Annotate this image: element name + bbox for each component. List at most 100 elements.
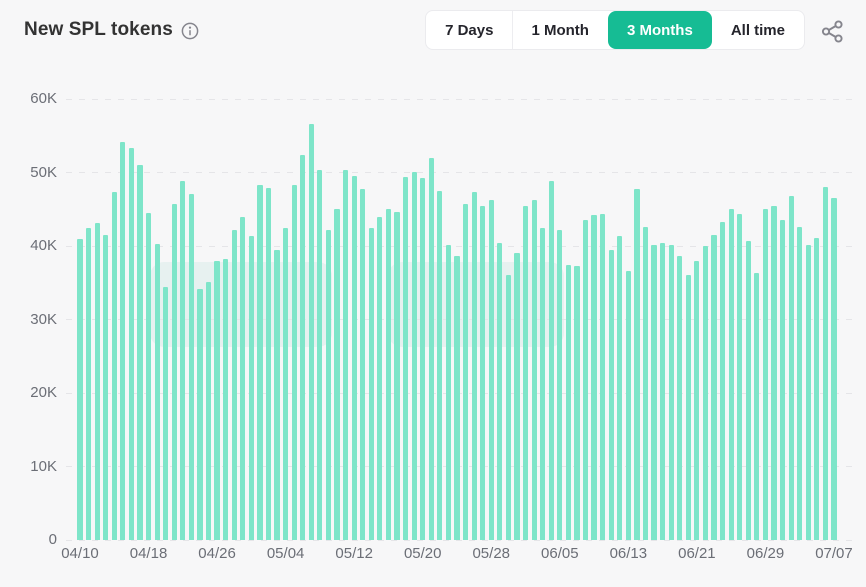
bar-04/21[interactable] <box>171 204 177 540</box>
bar-04/19[interactable] <box>154 243 160 540</box>
bar-04/24[interactable] <box>197 289 203 540</box>
bar-06/14[interactable] <box>634 188 640 540</box>
bar-04/18[interactable] <box>145 212 152 540</box>
bar-05/24[interactable] <box>454 255 460 540</box>
bar-07/05[interactable] <box>814 237 820 540</box>
bar-04/26[interactable] <box>214 260 220 540</box>
bar-07/03[interactable] <box>797 226 803 540</box>
bar-04/30[interactable] <box>248 236 254 540</box>
share-nodes-icon[interactable] <box>818 17 846 45</box>
bar-04/11[interactable] <box>85 227 92 540</box>
bar-07/06[interactable] <box>822 186 828 540</box>
bar-05/07[interactable] <box>308 124 314 540</box>
bar-04/22[interactable] <box>180 181 186 540</box>
bar-06/20[interactable] <box>685 274 691 540</box>
bar-05/30[interactable] <box>505 275 511 540</box>
bar-06/28[interactable] <box>754 272 760 540</box>
bar-06/26[interactable] <box>737 213 743 540</box>
bar-05/09[interactable] <box>325 229 332 540</box>
bar-05/28[interactable] <box>488 199 494 540</box>
bar-05/27[interactable] <box>480 206 486 540</box>
bar-06/15[interactable] <box>642 226 649 540</box>
bar-06/01[interactable] <box>522 206 529 540</box>
bar-06/10[interactable] <box>600 213 606 540</box>
bar-05/01[interactable] <box>257 185 263 540</box>
bar-05/18[interactable] <box>402 176 409 540</box>
bar-06/11[interactable] <box>608 249 614 540</box>
bar-06/27[interactable] <box>745 240 751 540</box>
bar-04/16[interactable] <box>128 148 134 540</box>
bar-05/10[interactable] <box>334 208 340 540</box>
bar-05/17[interactable] <box>394 211 400 540</box>
bar-06/02[interactable] <box>531 200 537 540</box>
bar-06/09[interactable] <box>591 215 597 540</box>
x-axis-tick: 04/26 <box>198 545 236 562</box>
bar-04/10[interactable] <box>77 238 83 540</box>
bar-05/31[interactable] <box>514 253 520 540</box>
bar-06/17[interactable] <box>660 243 666 540</box>
bar-05/03[interactable] <box>274 249 280 540</box>
bar-05/12[interactable] <box>351 176 357 540</box>
bar-05/13[interactable] <box>360 189 366 540</box>
time-range-all-time[interactable]: All time <box>712 11 804 49</box>
bar-04/17[interactable] <box>137 165 143 540</box>
bar-06/19[interactable] <box>677 255 683 540</box>
bar-05/06[interactable] <box>300 154 306 540</box>
bar-06/07[interactable] <box>574 265 580 540</box>
bar-05/29[interactable] <box>497 243 503 540</box>
bar-06/30[interactable] <box>771 206 777 540</box>
bar-06/24[interactable] <box>720 221 726 540</box>
time-range-7-days[interactable]: 7 Days <box>426 11 512 49</box>
bar-06/16[interactable] <box>651 245 657 540</box>
x-axis-tick: 05/12 <box>335 545 373 562</box>
bar-06/06[interactable] <box>565 265 571 540</box>
bar-04/25[interactable] <box>205 282 212 540</box>
bar-06/18[interactable] <box>668 244 674 540</box>
bar-05/14[interactable] <box>368 228 374 540</box>
bar-04/28[interactable] <box>231 229 237 540</box>
bar-06/08[interactable] <box>582 220 589 540</box>
time-range-1-month[interactable]: 1 Month <box>512 11 608 49</box>
bar-06/03[interactable] <box>540 227 546 540</box>
bar-05/25[interactable] <box>462 204 469 540</box>
bar-05/26[interactable] <box>471 191 477 540</box>
bar-07/07[interactable] <box>831 197 837 540</box>
x-axis-tick: 06/29 <box>746 545 785 562</box>
bar-04/20[interactable] <box>163 287 169 540</box>
bar-05/04[interactable] <box>283 227 289 540</box>
bar-05/11[interactable] <box>343 170 349 540</box>
info-circle-icon[interactable] <box>181 22 199 40</box>
bar-07/04[interactable] <box>805 245 811 540</box>
bar-04/13[interactable] <box>103 235 109 540</box>
bar-06/05[interactable] <box>557 229 563 540</box>
bar-06/29[interactable] <box>762 208 769 540</box>
time-range-3-months[interactable]: 3 Months <box>607 11 712 49</box>
bar-04/15[interactable] <box>120 142 126 540</box>
bar-04/27[interactable] <box>223 259 229 540</box>
bar-05/08[interactable] <box>317 170 323 540</box>
bar-05/16[interactable] <box>385 209 392 540</box>
bar-05/15[interactable] <box>377 216 383 540</box>
bar-04/14[interactable] <box>111 191 117 540</box>
bar-06/04[interactable] <box>548 181 554 540</box>
gridline-40K <box>66 245 853 247</box>
bar-07/01[interactable] <box>779 220 786 540</box>
bar-05/20[interactable] <box>420 178 426 540</box>
bar-06/13[interactable] <box>625 271 631 540</box>
bar-06/22[interactable] <box>702 246 709 540</box>
bar-05/23[interactable] <box>445 245 451 540</box>
bar-05/05[interactable] <box>291 185 297 540</box>
bar-07/02[interactable] <box>788 196 794 540</box>
bar-06/12[interactable] <box>617 236 623 540</box>
bar-04/12[interactable] <box>94 222 100 540</box>
bar-05/21[interactable] <box>428 157 434 540</box>
bar-06/21[interactable] <box>694 261 700 540</box>
bar-05/02[interactable] <box>265 187 272 540</box>
gridline-60K <box>66 98 853 100</box>
bar-05/22[interactable] <box>437 190 443 540</box>
bar-06/25[interactable] <box>728 209 734 540</box>
bar-06/23[interactable] <box>711 235 717 540</box>
bar-04/29[interactable] <box>240 217 246 540</box>
bar-05/19[interactable] <box>411 171 417 540</box>
bar-04/23[interactable] <box>188 193 194 540</box>
